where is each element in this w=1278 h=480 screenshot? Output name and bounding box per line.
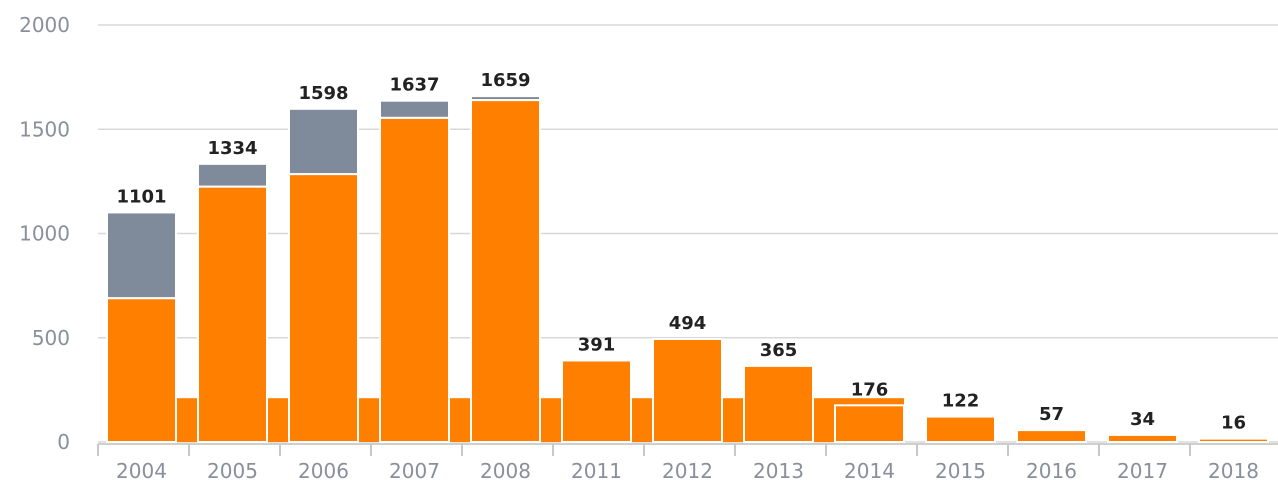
x-tick-label: 2007 xyxy=(389,459,440,480)
y-axis: 0 500 1000 1500 2000 xyxy=(19,13,70,454)
y-tick-label: 1000 xyxy=(19,222,70,246)
x-tick-label: 2018 xyxy=(1208,459,1259,480)
bar-segment-primary xyxy=(197,185,268,443)
x-tick-label: 2004 xyxy=(116,459,167,480)
bar-value-label: 1101 xyxy=(116,186,166,207)
bar-value-label: 176 xyxy=(851,379,889,400)
bar-segment-secondary xyxy=(379,99,450,119)
x-tick-label: 2008 xyxy=(480,459,531,480)
bar-segment-primary xyxy=(1198,437,1269,444)
bar-value-label: 365 xyxy=(760,340,798,361)
bar-segment-primary xyxy=(834,404,905,443)
bar-segment-secondary xyxy=(288,107,359,176)
bar-value-label: 1637 xyxy=(389,75,439,96)
bar-segment-secondary xyxy=(106,211,177,300)
x-tick-label: 2012 xyxy=(662,459,713,480)
bar-value-label: 1659 xyxy=(480,70,530,91)
bar-value-label: 34 xyxy=(1130,409,1155,430)
x-tick-label: 2011 xyxy=(571,459,622,480)
x-tick-label: 2006 xyxy=(298,459,349,480)
bar-value-label: 494 xyxy=(669,313,707,334)
bars-layer xyxy=(106,95,1269,444)
bar-segment-primary xyxy=(1107,433,1178,444)
bar-segment-primary xyxy=(470,99,541,443)
x-tick-label: 2016 xyxy=(1026,459,1077,480)
x-tick-label: 2014 xyxy=(844,459,895,480)
bar-segment-secondary xyxy=(470,95,541,102)
bar-segment-primary xyxy=(925,415,996,443)
bar-value-label: 16 xyxy=(1221,413,1246,434)
bar-segment-primary xyxy=(1016,429,1087,444)
bar-value-label: 1334 xyxy=(207,138,257,159)
bar-segment-primary xyxy=(106,297,177,444)
y-tick-label: 2000 xyxy=(19,13,70,37)
x-tick-label: 2013 xyxy=(753,459,804,480)
x-axis: 2004 2005 2006 2007 2008 2011 2012 2013 2014 2015… xyxy=(97,443,1278,480)
bar-segment-secondary xyxy=(197,162,268,188)
y-tick-label: 1500 xyxy=(19,117,70,141)
value-labels-layer: 1101 1334 1598 1637 1659 391 494 365 176 122 57 34 1… xyxy=(116,70,1246,434)
bar-segment-primary xyxy=(561,359,632,443)
bar-segment-primary xyxy=(288,173,359,443)
bar-value-label: 122 xyxy=(942,391,980,412)
bar-segment-primary xyxy=(379,116,450,443)
bar-segment-primary xyxy=(743,364,814,443)
x-tick-label: 2015 xyxy=(935,459,986,480)
bar-value-label: 57 xyxy=(1039,404,1064,425)
bar-value-label: 391 xyxy=(578,334,616,355)
bar-segment-primary xyxy=(652,338,723,444)
x-tick-label: 2017 xyxy=(1117,459,1168,480)
y-tick-label: 0 xyxy=(57,430,70,454)
x-tick-label: 2005 xyxy=(207,459,258,480)
y-tick-label: 500 xyxy=(32,326,70,350)
bar-value-label: 1598 xyxy=(298,83,348,104)
